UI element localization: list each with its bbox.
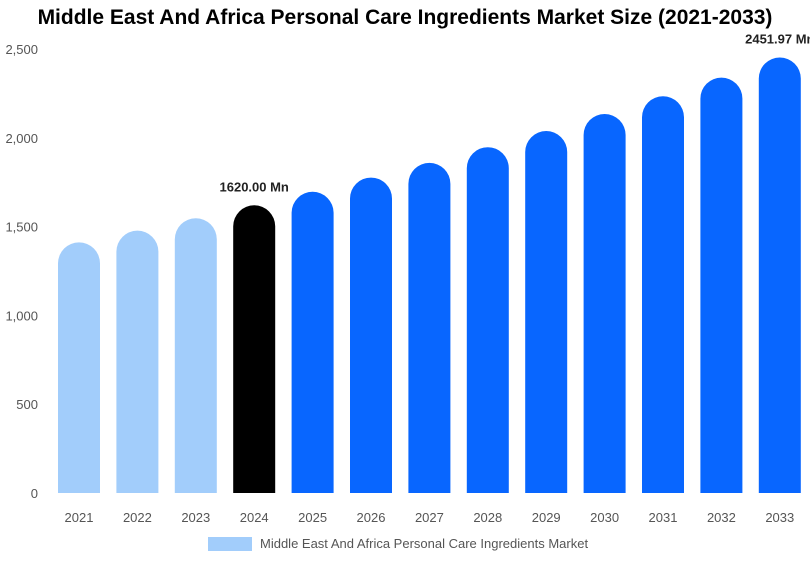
y-tick-label: 1,000 xyxy=(5,308,38,323)
bar-2029 xyxy=(525,131,568,493)
bar-2031 xyxy=(642,96,684,493)
bar-2023 xyxy=(174,218,217,493)
y-tick-label: 0 xyxy=(31,486,38,501)
legend-label: Middle East And Africa Personal Care Ing… xyxy=(260,536,589,551)
x-tick-label: 2022 xyxy=(123,510,152,525)
x-tick-label: 2031 xyxy=(649,510,678,525)
x-tick-label: 2028 xyxy=(473,510,502,525)
bar-2028 xyxy=(466,147,509,493)
x-tick-label: 2029 xyxy=(532,510,561,525)
y-tick-label: 500 xyxy=(16,397,38,412)
bar-2021 xyxy=(58,242,100,493)
x-tick-label: 2023 xyxy=(181,510,210,525)
bar-2025 xyxy=(291,191,334,493)
x-tick-label: 2030 xyxy=(590,510,619,525)
x-tick-label: 2027 xyxy=(415,510,444,525)
legend-swatch xyxy=(208,536,252,551)
y-tick-label: 2,000 xyxy=(5,131,38,146)
bar-2022 xyxy=(116,230,159,493)
bar-2027 xyxy=(408,162,451,493)
y-tick-label: 1,500 xyxy=(5,220,38,235)
x-tick-label: 2032 xyxy=(707,510,736,525)
bar-2032 xyxy=(700,77,743,494)
bar-2026 xyxy=(350,177,392,493)
y-tick-label: 2,500 xyxy=(5,42,38,57)
x-tick-label: 2033 xyxy=(765,510,794,525)
bar-2024 xyxy=(233,205,276,494)
x-tick-label: 2026 xyxy=(357,510,386,525)
data-label: 2451.97 Mn xyxy=(745,32,810,47)
bar-2030 xyxy=(583,114,626,493)
legend: Middle East And Africa Personal Care Ing… xyxy=(208,536,588,551)
x-tick-label: 2025 xyxy=(298,510,327,525)
chart-title: Middle East And Africa Personal Care Ing… xyxy=(37,6,773,29)
x-tick-label: 2021 xyxy=(65,510,94,525)
bar-2033 xyxy=(758,57,801,494)
x-tick-label: 2024 xyxy=(240,510,269,525)
data-label: 1620.00 Mn xyxy=(220,179,289,194)
